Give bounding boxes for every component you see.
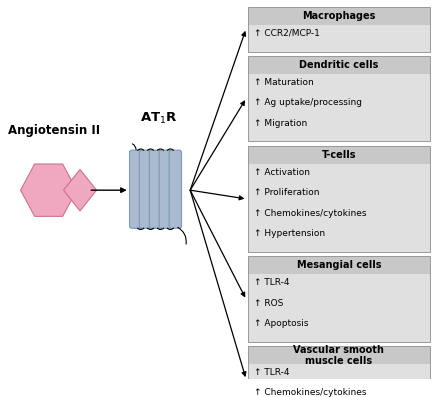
Bar xyxy=(248,56,430,74)
Bar xyxy=(248,146,430,164)
Text: ↑ Ag uptake/processing: ↑ Ag uptake/processing xyxy=(254,98,362,108)
FancyBboxPatch shape xyxy=(129,150,142,228)
Text: ↑ Hypertension: ↑ Hypertension xyxy=(254,229,325,238)
Text: ↑ Chemokines/cytokines: ↑ Chemokines/cytokines xyxy=(254,209,367,218)
Text: Vascular smooth
muscle cells: Vascular smooth muscle cells xyxy=(293,345,384,366)
Bar xyxy=(248,7,430,25)
Bar xyxy=(248,7,430,52)
Text: Mesangial cells: Mesangial cells xyxy=(297,260,381,270)
FancyBboxPatch shape xyxy=(139,150,152,228)
Text: ↑ CCR2/MCP-1: ↑ CCR2/MCP-1 xyxy=(254,29,320,38)
Text: Dendritic cells: Dendritic cells xyxy=(299,60,378,70)
Bar xyxy=(248,74,430,141)
Text: ↑ ROS: ↑ ROS xyxy=(254,299,284,308)
Text: ↑ Maturation: ↑ Maturation xyxy=(254,78,314,87)
Text: ↑ TLR-4: ↑ TLR-4 xyxy=(254,368,290,377)
Bar xyxy=(248,25,430,52)
Bar xyxy=(248,346,430,364)
Text: ↑ Chemokines/cytokines: ↑ Chemokines/cytokines xyxy=(254,388,367,397)
Bar xyxy=(248,256,430,341)
Polygon shape xyxy=(64,170,97,211)
Text: AT$_1$R: AT$_1$R xyxy=(140,111,178,126)
Text: T-cells: T-cells xyxy=(322,150,356,160)
Text: Angiotensin II: Angiotensin II xyxy=(8,124,100,137)
Text: ↑ Migration: ↑ Migration xyxy=(254,119,307,128)
Bar xyxy=(248,164,430,252)
Text: ↑ TLR-4: ↑ TLR-4 xyxy=(254,278,290,287)
Polygon shape xyxy=(21,164,77,216)
FancyBboxPatch shape xyxy=(169,150,181,228)
Text: Macrophages: Macrophages xyxy=(302,11,375,21)
Bar xyxy=(248,364,430,397)
Bar xyxy=(248,56,430,141)
Bar xyxy=(248,274,430,341)
FancyBboxPatch shape xyxy=(149,150,162,228)
Bar xyxy=(248,346,430,397)
Text: ↑ Apoptosis: ↑ Apoptosis xyxy=(254,319,309,328)
Text: ↑ Activation: ↑ Activation xyxy=(254,168,310,177)
FancyBboxPatch shape xyxy=(159,150,171,228)
Bar xyxy=(248,256,430,274)
Bar xyxy=(248,146,430,252)
Text: ↑ Proliferation: ↑ Proliferation xyxy=(254,188,320,197)
